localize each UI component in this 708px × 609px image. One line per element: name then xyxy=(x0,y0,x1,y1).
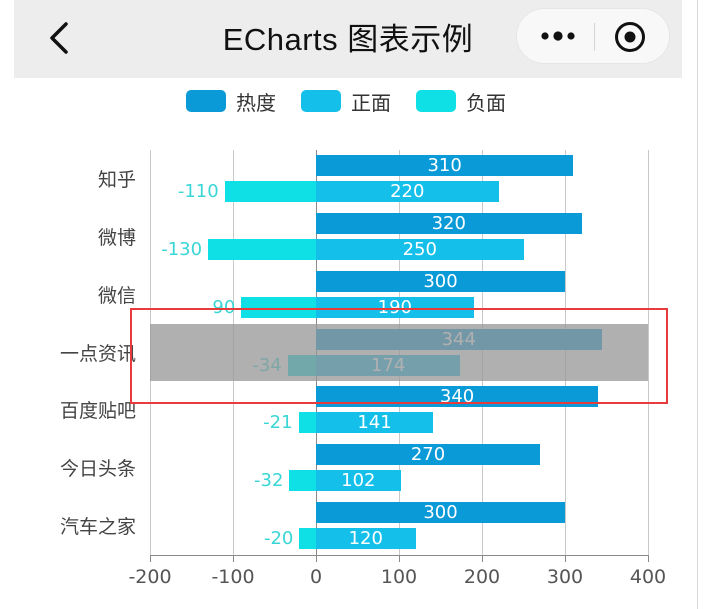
gridline xyxy=(648,150,649,555)
bar-positive[interactable] xyxy=(316,238,524,260)
bar-heat[interactable] xyxy=(316,444,541,466)
x-tick xyxy=(233,555,234,562)
bar-negative[interactable] xyxy=(289,470,316,492)
y-category-label: 百度贴吧 xyxy=(59,400,136,423)
bar-positive[interactable] xyxy=(316,181,499,202)
legend-label: 正面 xyxy=(351,90,391,115)
bar-value-label-negative: -21 xyxy=(263,412,293,434)
x-tick-label: 300 xyxy=(546,566,584,588)
bar-heat[interactable] xyxy=(316,212,582,234)
legend-swatch-positive xyxy=(301,90,341,112)
bar-positive[interactable] xyxy=(316,470,401,492)
page-title: ECharts 图表示例 xyxy=(222,22,474,57)
legend-item-negative[interactable]: 负面 xyxy=(416,88,506,115)
y-category-label: 微信 xyxy=(97,284,136,307)
x-tick xyxy=(648,555,649,562)
x-tick-label: -100 xyxy=(211,566,255,588)
bar-value-label-negative: -130 xyxy=(161,238,203,260)
bar-value-label: 270 xyxy=(410,444,446,466)
x-axis-line xyxy=(150,555,649,556)
bar-value-label: 310 xyxy=(427,155,462,176)
y-category-label: 一点资讯 xyxy=(59,342,136,365)
y-category-label: 汽车之家 xyxy=(59,516,136,539)
mini-program-capsule xyxy=(516,8,670,64)
selection-highlight-box xyxy=(130,308,668,404)
bar-positive[interactable] xyxy=(316,412,434,434)
y-category-label: 微博 xyxy=(97,226,136,249)
chevron-left-icon[interactable] xyxy=(42,18,78,58)
x-tick-label: 200 xyxy=(463,566,501,588)
more-dots-icon[interactable] xyxy=(535,21,581,51)
bar-value-label: 102 xyxy=(341,470,376,492)
navigation-bar: ECharts 图表示例 xyxy=(14,0,682,78)
bar-negative[interactable] xyxy=(208,238,316,260)
target-close-icon[interactable] xyxy=(613,20,647,54)
legend-swatch-negative xyxy=(416,90,456,112)
bar-value-label: 190 xyxy=(377,296,413,318)
legend-label: 热度 xyxy=(236,90,276,115)
x-tick-label: -200 xyxy=(128,566,172,588)
legend-label: 负面 xyxy=(466,90,506,115)
bar-negative[interactable] xyxy=(241,296,316,318)
legend-item-positive[interactable]: 正面 xyxy=(301,88,391,115)
bar-value-label: 250 xyxy=(402,238,437,260)
bar-value-label-negative: -32 xyxy=(254,470,284,492)
legend-item-heat[interactable]: 热度 xyxy=(186,88,276,115)
bar-heat[interactable] xyxy=(316,502,565,524)
bar-value-label-negative: -110 xyxy=(177,181,219,202)
chart-legend: 热度 正面 负面 xyxy=(0,88,708,115)
bar-value-label: 141 xyxy=(357,412,392,434)
bar-positive[interactable] xyxy=(316,528,416,550)
page-right-border xyxy=(697,0,698,609)
bar-heat[interactable] xyxy=(316,155,574,176)
axis-pointer-shadow xyxy=(150,323,648,382)
x-tick-label: 0 xyxy=(309,566,323,588)
bar-negative[interactable] xyxy=(299,528,316,550)
x-tick xyxy=(482,555,483,562)
bar-value-label: 300 xyxy=(423,270,458,292)
bar-negative[interactable] xyxy=(224,181,316,202)
bar-value-label-negative: -20 xyxy=(263,528,294,550)
bar-value-label: 300 xyxy=(423,502,458,524)
bar-positive[interactable] xyxy=(316,296,474,318)
bar-value-label: 220 xyxy=(390,181,425,202)
x-tick-label: 400 xyxy=(629,566,667,588)
bar-value-label: 320 xyxy=(431,212,466,234)
y-category-label: 今日头条 xyxy=(59,458,136,481)
legend-swatch-heat xyxy=(186,90,226,112)
x-tick xyxy=(150,555,151,562)
capsule-divider xyxy=(594,23,595,51)
x-tick-label: 100 xyxy=(380,566,418,588)
y-category-label: 知乎 xyxy=(97,169,136,191)
x-tick xyxy=(316,555,317,562)
bar-value-label-negative: 90 xyxy=(212,296,236,318)
x-tick xyxy=(399,555,400,562)
x-tick xyxy=(565,555,566,562)
bar-heat[interactable] xyxy=(316,270,565,292)
bar-value-label: 120 xyxy=(348,528,383,550)
bar-negative[interactable] xyxy=(298,412,316,434)
